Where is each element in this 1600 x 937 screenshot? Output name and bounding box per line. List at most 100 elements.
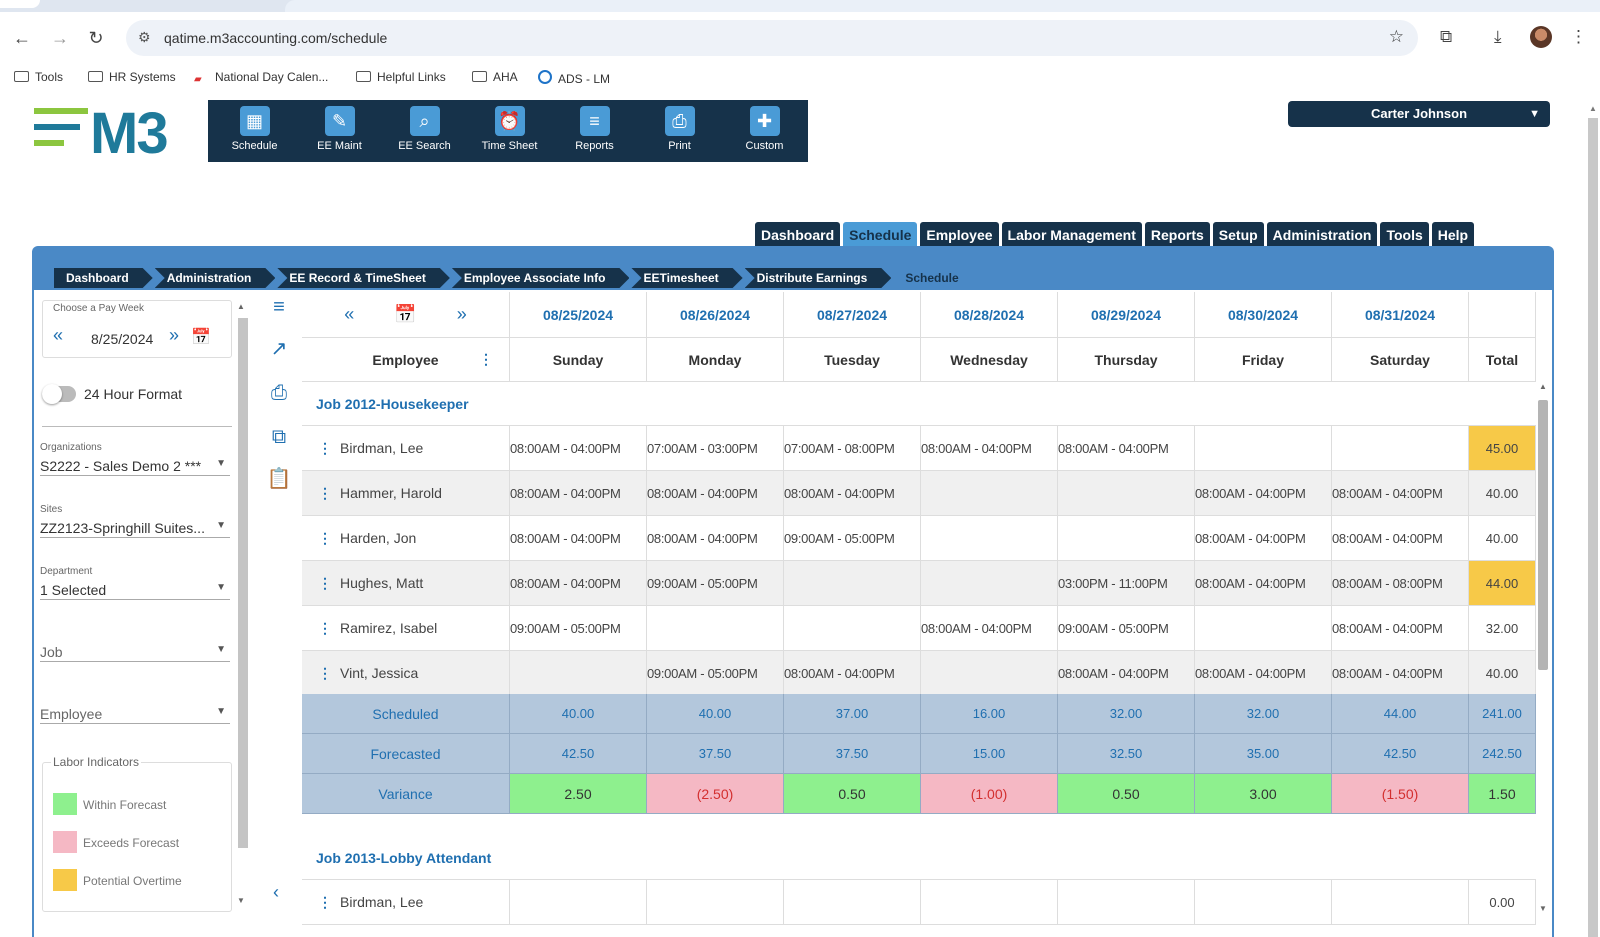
shift-cell[interactable] (784, 606, 921, 650)
breadcrumb-distribute-earnings[interactable]: Distribute Earnings (745, 268, 892, 288)
shift-cell[interactable] (921, 880, 1058, 924)
shift-cell[interactable] (1195, 606, 1332, 650)
shift-cell[interactable] (784, 561, 921, 605)
shift-cell[interactable]: 08:00AM - 04:00PM (510, 561, 647, 605)
shift-cell[interactable] (1058, 516, 1195, 560)
shift-cell[interactable]: 09:00AM - 05:00PM (784, 516, 921, 560)
toolbar-schedule-button[interactable]: ▦ Schedule (212, 100, 297, 162)
breadcrumb-dashboard[interactable]: Dashboard (54, 268, 153, 288)
shift-cell[interactable] (1195, 880, 1332, 924)
page-scrollbar[interactable]: ▲ (1586, 104, 1600, 937)
pay-week-value[interactable]: 8/25/2024 (91, 331, 154, 347)
tab-dashboard[interactable]: Dashboard (755, 222, 841, 248)
filter-panel-scrollbar[interactable]: ▲ ▼ (236, 300, 248, 910)
shift-cell[interactable]: 08:00AM - 04:00PM (1195, 471, 1332, 515)
shift-cell[interactable]: 08:00AM - 04:00PM (784, 651, 921, 695)
organization-select[interactable]: Organizations S2222 - Sales Demo 2 *** ▼ (40, 442, 230, 476)
breadcrumb-administration[interactable]: Administration (155, 268, 276, 288)
department-select[interactable]: Department 1 Selected ▼ (40, 566, 230, 600)
calendar-icon[interactable]: 📅 (394, 304, 417, 324)
scrollbar-thumb[interactable] (238, 318, 248, 848)
next-week-icon[interactable]: » (169, 325, 180, 345)
shift-cell[interactable] (1058, 471, 1195, 515)
shift-cell[interactable]: 08:00AM - 04:00PM (1195, 516, 1332, 560)
toolbar-custom-button[interactable]: ✚ Custom (722, 100, 807, 162)
shift-cell[interactable]: 09:00AM - 05:00PM (510, 606, 647, 650)
scroll-up-icon[interactable]: ▲ (1539, 382, 1547, 391)
shift-cell[interactable] (921, 651, 1058, 695)
scroll-down-icon[interactable]: ▼ (1539, 904, 1547, 913)
profile-avatar[interactable] (1530, 26, 1552, 48)
printer-icon[interactable]: ⎙ (271, 382, 287, 404)
shift-cell[interactable]: 08:00AM - 04:00PM (784, 471, 921, 515)
shift-cell[interactable]: 08:00AM - 04:00PM (1195, 651, 1332, 695)
shift-cell[interactable]: 08:00AM - 04:00PM (510, 471, 647, 515)
shift-cell[interactable] (647, 606, 784, 650)
shift-cell[interactable]: 08:00AM - 04:00PM (1332, 651, 1469, 695)
bookmark-aha[interactable]: AHA (472, 70, 518, 84)
scroll-up-icon[interactable]: ▲ (1589, 104, 1597, 113)
scrollbar-thumb[interactable] (1588, 118, 1598, 937)
shift-cell[interactable]: 08:00AM - 04:00PM (921, 606, 1058, 650)
tab-employee[interactable]: Employee (920, 222, 999, 248)
collapse-panel-icon[interactable]: ‹ (273, 882, 279, 902)
shift-cell[interactable]: 08:00AM - 08:00PM (1332, 561, 1469, 605)
breadcrumb-employee-associate-info[interactable]: Employee Associate Info (452, 268, 630, 288)
shift-cell[interactable] (784, 880, 921, 924)
shift-cell[interactable]: 08:00AM - 04:00PM (921, 426, 1058, 470)
calendar-icon[interactable]: 📅 (191, 329, 211, 346)
row-menu-icon[interactable]: ⋮ (318, 619, 332, 636)
back-icon[interactable]: ← (13, 28, 31, 48)
shift-cell[interactable] (921, 561, 1058, 605)
toolbar-ee-search-button[interactable]: ⌕ EE Search (382, 100, 467, 162)
shift-cell[interactable]: 08:00AM - 04:00PM (510, 426, 647, 470)
toolbar-time-sheet-button[interactable]: ⏰ Time Sheet (467, 100, 552, 162)
prev-week-icon[interactable]: « (53, 325, 64, 345)
m3-logo[interactable]: M3 (34, 101, 194, 166)
shift-cell[interactable] (921, 471, 1058, 515)
employee-select[interactable]: Employee ▼ (40, 690, 230, 724)
shift-cell[interactable]: 08:00AM - 04:00PM (1195, 561, 1332, 605)
browser-tab[interactable] (0, 0, 40, 8)
shift-cell[interactable]: 08:00AM - 04:00PM (647, 516, 784, 560)
address-bar[interactable]: ⚙ qatime.m3accounting.com/schedule ☆ (126, 20, 1418, 56)
shift-cell[interactable] (1332, 880, 1469, 924)
shift-cell[interactable]: 08:00AM - 04:00PM (1058, 426, 1195, 470)
shift-cell[interactable]: 08:00AM - 04:00PM (1058, 651, 1195, 695)
bookmark-star-icon[interactable]: ☆ (1388, 27, 1404, 46)
tab-tools[interactable]: Tools (1380, 222, 1429, 248)
menu-icon[interactable]: ⋮ (1570, 27, 1587, 46)
bookmark-tools[interactable]: Tools (14, 70, 63, 84)
toolbar-ee-maint-button[interactable]: ✎ EE Maint (297, 100, 382, 162)
shift-cell[interactable] (647, 880, 784, 924)
job-group-header[interactable]: Job 2012-Housekeeper (302, 382, 1536, 426)
tab-setup[interactable]: Setup (1212, 222, 1264, 248)
download-icon[interactable]: ⤓ (1494, 27, 1502, 46)
shift-cell[interactable]: 07:00AM - 08:00PM (784, 426, 921, 470)
shift-cell[interactable]: 09:00AM - 05:00PM (647, 561, 784, 605)
breadcrumb-eetimesheet[interactable]: EETimesheet (631, 268, 742, 288)
row-menu-icon[interactable]: ⋮ (318, 893, 332, 910)
toolbar-reports-button[interactable]: ≡ Reports (552, 100, 637, 162)
reload-icon[interactable]: ↻ (88, 28, 104, 48)
toolbar-print-button[interactable]: ⎙ Print (637, 100, 722, 162)
shift-cell[interactable] (1195, 426, 1332, 470)
extensions-icon[interactable]: ⧉ (1440, 27, 1453, 46)
shift-cell[interactable]: 09:00AM - 05:00PM (1058, 606, 1195, 650)
copy-icon[interactable]: ⧉ (271, 426, 287, 448)
bookmark-hr-systems[interactable]: HR Systems (88, 70, 176, 84)
tab-administration[interactable]: Administration (1266, 222, 1378, 248)
scroll-up-icon[interactable]: ▲ (237, 302, 245, 311)
row-menu-icon[interactable]: ⋮ (318, 574, 332, 591)
bookmark-helpful-links[interactable]: Helpful Links (356, 70, 446, 84)
job-select[interactable]: Job ▼ (40, 628, 230, 662)
site-select[interactable]: Sites ZZ2123-Springhill Suites... ▼ (40, 504, 230, 538)
shift-cell[interactable]: 08:00AM - 04:00PM (1332, 471, 1469, 515)
site-info-icon[interactable]: ⚙ (138, 29, 151, 45)
next-week-icon[interactable]: » (456, 304, 467, 324)
tab-schedule[interactable]: Schedule (843, 222, 918, 248)
shift-cell[interactable] (510, 651, 647, 695)
shift-cell[interactable]: 03:00PM - 11:00PM (1058, 561, 1195, 605)
row-menu-icon[interactable]: ⋮ (318, 484, 332, 501)
bookmark-national-day[interactable]: ▰ National Day Calen... (194, 70, 329, 85)
